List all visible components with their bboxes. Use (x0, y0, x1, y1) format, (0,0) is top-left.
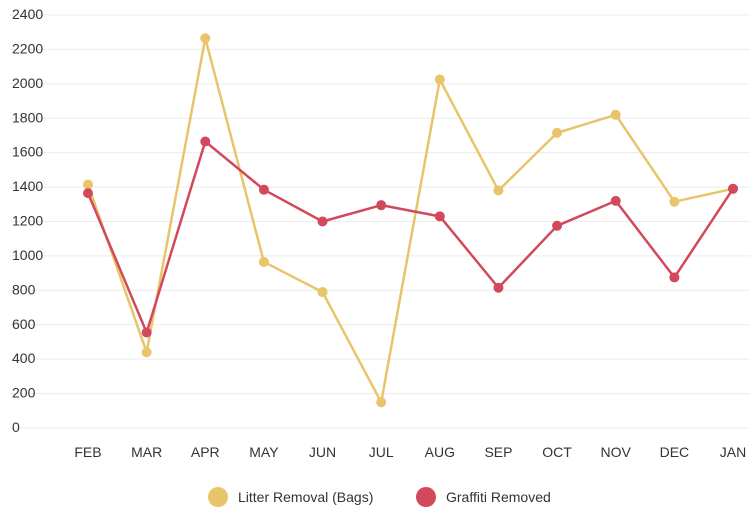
x-tick-label-aug: AUG (425, 444, 455, 460)
y-tick-label-400: 400 (12, 350, 36, 366)
series-1-point-sep (493, 282, 504, 293)
series-0-point-mar (141, 347, 152, 358)
legend: Litter Removal (Bags) Graffiti Removed (208, 487, 551, 507)
x-tick-label-sep: SEP (484, 444, 512, 460)
x-tick-label-nov: NOV (601, 444, 632, 460)
series-1-point-aug (434, 211, 445, 222)
x-tick-label-jun: JUN (309, 444, 336, 460)
y-tick-label-2400: 2400 (12, 6, 43, 22)
legend-label-0: Litter Removal (Bags) (238, 489, 373, 505)
series-1-point-jun (317, 216, 328, 227)
series-0-point-aug (434, 74, 445, 85)
series-0-point-jun (317, 287, 328, 298)
y-tick-label-1000: 1000 (12, 247, 43, 263)
series-1-point-feb (83, 188, 93, 199)
series-0-point-dec (669, 196, 680, 207)
x-tick-label-apr: APR (191, 444, 220, 460)
y-axis-ticks: 0 200 400 600 800 1000 1200 1400 1600 1800 2000 220… (12, 6, 43, 435)
gridlines (10, 14, 750, 429)
series-layer (83, 33, 738, 408)
x-tick-label-dec: DEC (660, 444, 690, 460)
series-1-point-dec (669, 272, 680, 283)
series-0-point-feb (83, 179, 93, 190)
y-tick-label-2200: 2200 (12, 40, 43, 56)
series-0-point-apr (200, 33, 211, 44)
y-tick-label-1200: 1200 (12, 213, 43, 229)
x-tick-label-jul: JUL (369, 444, 394, 460)
series-1-point-apr (200, 136, 211, 147)
x-tick-label-feb: FEB (74, 444, 101, 460)
y-tick-label-200: 200 (12, 385, 36, 401)
series-0-point-oct (552, 127, 563, 138)
legend-swatch-0 (208, 487, 228, 507)
series-1 (83, 136, 738, 338)
y-tick-label-1600: 1600 (12, 144, 43, 160)
y-tick-label-2000: 2000 (12, 75, 43, 91)
x-tick-label-may: MAY (249, 444, 279, 460)
x-axis-ticks: FEB MAR APR MAY JUN JUL AUG SEP OCT NOV DEC JAN (74, 444, 746, 460)
series-0-point-nov (610, 109, 621, 120)
series-0 (83, 33, 738, 408)
y-tick-label-0: 0 (12, 419, 20, 435)
series-0-point-sep (493, 185, 504, 196)
series-1-line (86, 140, 735, 334)
y-tick-label-1400: 1400 (12, 178, 43, 194)
y-tick-label-800: 800 (12, 281, 36, 297)
legend-swatch-1 (416, 487, 436, 507)
series-1-point-jan (728, 183, 738, 194)
series-1-point-oct (552, 220, 563, 231)
x-tick-label-oct: OCT (542, 444, 572, 460)
x-tick-label-mar: MAR (131, 444, 162, 460)
y-tick-label-600: 600 (12, 316, 36, 332)
series-1-point-may (258, 184, 269, 195)
series-1-point-nov (610, 195, 621, 206)
x-tick-label-jan: JAN (720, 444, 746, 460)
series-1-point-jul (376, 200, 387, 211)
y-tick-label-1800: 1800 (12, 109, 43, 125)
legend-label-1: Graffiti Removed (446, 489, 551, 505)
series-0-line (86, 36, 735, 404)
series-1-point-mar (141, 327, 152, 338)
series-0-point-may (258, 256, 269, 267)
series-0-point-jul (376, 397, 387, 408)
